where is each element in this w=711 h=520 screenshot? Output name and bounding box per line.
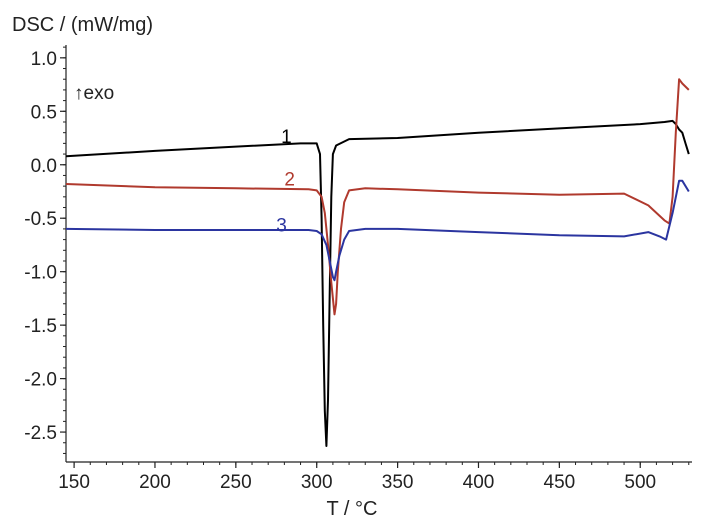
series-label-2: 2 xyxy=(284,170,295,191)
series-label-1: 1 xyxy=(281,127,292,148)
x-tick-label: 150 xyxy=(58,472,90,493)
axes: 1.0 0.5 0.0 -0.5 -1.0 -1.5 -2.0 -2.5 150 200 250 30… xyxy=(24,45,692,493)
series-line-3 xyxy=(65,179,690,282)
x-tick-label: 200 xyxy=(139,472,171,493)
series-label-3: 3 xyxy=(276,216,287,237)
x-tick-label: 250 xyxy=(220,472,252,493)
y-tick-label: 0.0 xyxy=(31,156,57,177)
y-tick-label: 0.5 xyxy=(31,102,57,123)
y-tick-label: -2.5 xyxy=(24,423,57,444)
y-tick-label: 1.0 xyxy=(31,49,57,70)
y-axis-title: DSC / (mW/mg) xyxy=(12,14,153,36)
x-tick-label: 500 xyxy=(624,472,656,493)
series-line-1 xyxy=(65,119,690,447)
y-tick-label: -1.0 xyxy=(24,263,57,284)
x-axis-title: T / °C xyxy=(327,498,378,520)
x-tick-label: 450 xyxy=(544,472,576,493)
y-tick-label: -1.5 xyxy=(24,316,57,337)
x-tick-label: 400 xyxy=(463,472,495,493)
y-tick-label: -2.0 xyxy=(24,370,57,391)
x-tick-label: 300 xyxy=(301,472,333,493)
exo-annotation: ↑exo xyxy=(74,83,114,104)
y-tick-label: -0.5 xyxy=(24,209,57,230)
series-line-2 xyxy=(65,78,690,316)
x-tick-label: 350 xyxy=(382,472,414,493)
series-layer: 1 2 3 xyxy=(65,78,690,447)
